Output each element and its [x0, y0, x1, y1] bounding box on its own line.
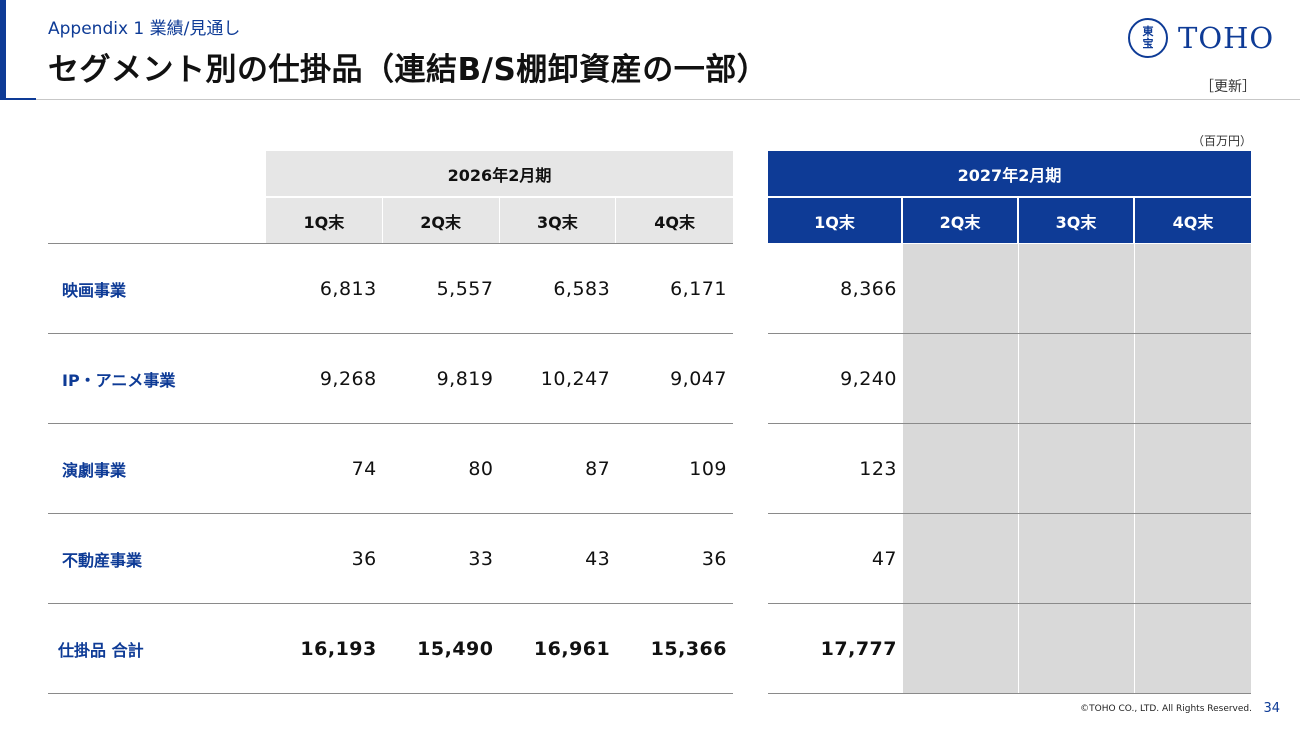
table-row: 映画事業 6,813 5,557 6,583 6,171	[48, 244, 733, 334]
header-divider	[36, 99, 1300, 100]
table-row: 演劇事業 74 80 87 109	[48, 424, 733, 514]
quarter-header: 4Q末	[616, 198, 733, 243]
unit-label: （百万円）	[1191, 134, 1252, 148]
logo-text: TOHO	[1178, 21, 1275, 55]
section-supertitle: Appendix 1 業績/見通し	[48, 19, 241, 39]
empty-cell	[1135, 424, 1251, 513]
row-label: 演劇事業	[62, 460, 127, 480]
cell-value: 74	[351, 457, 377, 480]
quarter-header: 4Q末	[1135, 198, 1251, 243]
total-row: 仕掛品 合計 16,193 15,490 16,961 15,366	[48, 604, 733, 694]
empty-cell	[1019, 334, 1135, 423]
total-row: 17,777	[768, 604, 1251, 694]
copyright-notice: ©TOHO CO., LTD. All Rights Reserved.	[1080, 704, 1252, 714]
accent-underline	[6, 98, 36, 100]
header-rule	[48, 243, 733, 244]
cell-value: 80	[468, 457, 494, 480]
cell-value: 9,819	[436, 367, 494, 390]
table-body: 映画事業 6,813 5,557 6,583 6,171 IP・アニメ事業 9,…	[48, 244, 733, 694]
table-row: IP・アニメ事業 9,268 9,819 10,247 9,047	[48, 334, 733, 424]
row-label: 不動産事業	[62, 550, 143, 570]
period-header-fy2026: 2026年2月期	[266, 151, 733, 196]
cell-value: 109	[689, 457, 727, 480]
table-row: 不動産事業 36 33 43 36	[48, 514, 733, 604]
quarter-header-row: 1Q末 2Q末 3Q末 4Q末	[266, 198, 733, 243]
empty-cell	[1019, 244, 1135, 333]
row-label: IP・アニメ事業	[62, 370, 176, 390]
cell-value: 16,193	[300, 637, 377, 660]
table-row: 123	[768, 424, 1251, 514]
table-body: 8,366 9,240 123 47 17,777	[768, 244, 1251, 694]
cell-value: 15,490	[417, 637, 494, 660]
cell-value: 16,961	[533, 637, 611, 660]
cell-value: 43	[585, 547, 611, 570]
quarter-header: 2Q末	[382, 198, 500, 243]
row-label: 映画事業	[62, 280, 127, 300]
cell-value: 9,047	[670, 367, 727, 390]
cell-value: 6,583	[553, 277, 611, 300]
empty-cell	[903, 604, 1019, 693]
cell-value: 87	[585, 457, 611, 480]
empty-cell	[903, 334, 1019, 423]
quarter-header: 3Q末	[499, 198, 617, 243]
accent-bar	[0, 0, 6, 100]
cell-value: 9,268	[319, 367, 377, 390]
empty-cell	[1135, 514, 1251, 603]
cell-value: 10,247	[540, 367, 611, 390]
cell-value: 8,366	[840, 277, 897, 300]
quarter-header: 1Q末	[266, 198, 383, 243]
empty-cell	[1135, 334, 1251, 423]
quarter-header: 2Q末	[903, 198, 1019, 243]
cell-value: 47	[871, 547, 897, 570]
cell-value: 36	[701, 547, 727, 570]
cell-value: 9,240	[840, 367, 897, 390]
quarter-header-row: 1Q末 2Q末 3Q末 4Q末	[768, 198, 1251, 243]
toho-emblem-icon: 東 宝	[1128, 18, 1168, 58]
cell-value: 15,366	[650, 637, 727, 660]
cell-value: 123	[859, 457, 897, 480]
row-label: 仕掛品 合計	[58, 640, 144, 660]
quarter-header: 1Q末	[768, 198, 903, 243]
page-number: 34	[1263, 701, 1280, 716]
empty-cell	[903, 244, 1019, 333]
cell-value: 5,557	[436, 277, 494, 300]
empty-cell	[903, 514, 1019, 603]
empty-cell	[1135, 244, 1251, 333]
cell-value: 17,777	[820, 637, 897, 660]
empty-cell	[903, 424, 1019, 513]
empty-cell	[1019, 604, 1135, 693]
table-row: 47	[768, 514, 1251, 604]
empty-cell	[1135, 604, 1251, 693]
empty-cell	[1019, 424, 1135, 513]
period-header-fy2027: 2027年2月期	[768, 151, 1251, 196]
cell-value: 6,171	[670, 277, 727, 300]
quarter-header: 3Q末	[1019, 198, 1135, 243]
table-row: 9,240	[768, 334, 1251, 424]
toho-logo: 東 宝 TOHO	[1128, 15, 1274, 61]
empty-cell	[1019, 514, 1135, 603]
table-row: 8,366	[768, 244, 1251, 334]
page-title: セグメント別の仕掛品（連結B/S棚卸資産の一部）	[48, 52, 769, 88]
cell-value: 36	[351, 547, 377, 570]
update-tag: ［更新］	[1200, 79, 1256, 95]
cell-value: 6,813	[319, 277, 377, 300]
cell-value: 33	[468, 547, 494, 570]
